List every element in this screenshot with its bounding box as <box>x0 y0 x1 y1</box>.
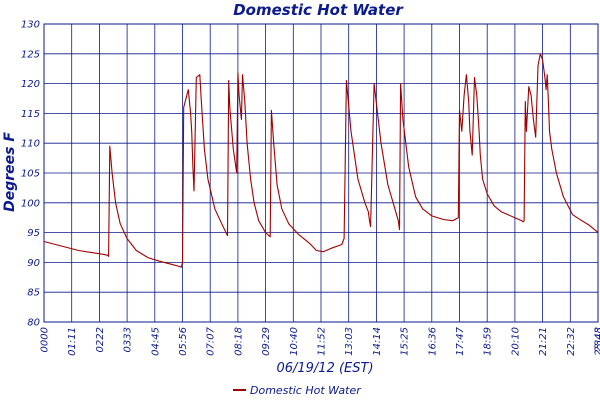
legend: Domestic Hot Water <box>233 384 362 397</box>
x-tick-label: 23:43 <box>594 327 600 356</box>
x-tick-label: 0222 <box>95 327 106 352</box>
y-tick-label: 85 <box>27 288 40 299</box>
y-tick-label: 90 <box>27 258 40 269</box>
y-tick-label: 95 <box>27 228 40 239</box>
x-tick-label: 07:07 <box>206 326 217 355</box>
y-tick-label: 105 <box>21 169 40 180</box>
x-tick-label: 17:47 <box>455 326 466 355</box>
x-tick-label: 16:36 <box>427 327 438 356</box>
x-tick-label: 22:32 <box>566 327 577 356</box>
x-tick-label: 18:59 <box>483 327 494 356</box>
x-tick-label: 20:10 <box>510 327 521 356</box>
y-tick-label: 125 <box>21 49 40 60</box>
y-tick-label: 100 <box>21 198 40 209</box>
chart-title: Domestic Hot Water <box>233 1 404 19</box>
x-tick-label: 10:40 <box>289 327 300 356</box>
x-tick-label: 08:18 <box>233 327 244 356</box>
x-tick-label: 05:56 <box>178 327 189 356</box>
y-tick-label: 115 <box>21 109 40 120</box>
series-layer <box>43 53 599 268</box>
x-tick-label: 15:25 <box>400 327 411 356</box>
x-axis-ticks: 0000 01:11 0222 0333 04:45 05:56 07:07 08:18 09:… <box>40 326 600 355</box>
y-tick-label: 130 <box>21 20 40 31</box>
x-tick-label: 11:52 <box>317 327 328 356</box>
x-tick-label: 0333 <box>123 327 134 352</box>
x-tick-label: 21:21 <box>538 327 549 356</box>
x-axis-label: 06/19/12 (EST) <box>276 361 373 376</box>
x-tick-label: 13:03 <box>344 327 355 356</box>
y-axis-ticks: 80 85 90 95 100 105 110 115 120 125 130 <box>21 20 40 329</box>
x-tick-label: 01:11 <box>67 327 78 356</box>
y-axis-label: Degrees F <box>2 132 18 212</box>
x-tick-label: 2348 <box>594 327 600 352</box>
x-tick-label: 04:45 <box>150 327 161 356</box>
grid <box>43 23 599 323</box>
legend-label: Domestic Hot Water <box>250 384 362 397</box>
y-tick-label: 120 <box>21 79 40 90</box>
y-tick-label: 110 <box>21 139 40 150</box>
series-line-domestic-hot-water <box>43 53 599 268</box>
y-tick-label: 80 <box>27 318 40 329</box>
x-tick-label: 09:29 <box>261 327 272 356</box>
x-tick-label: 0000 <box>40 327 51 352</box>
x-tick-label: 14:14 <box>372 327 383 356</box>
